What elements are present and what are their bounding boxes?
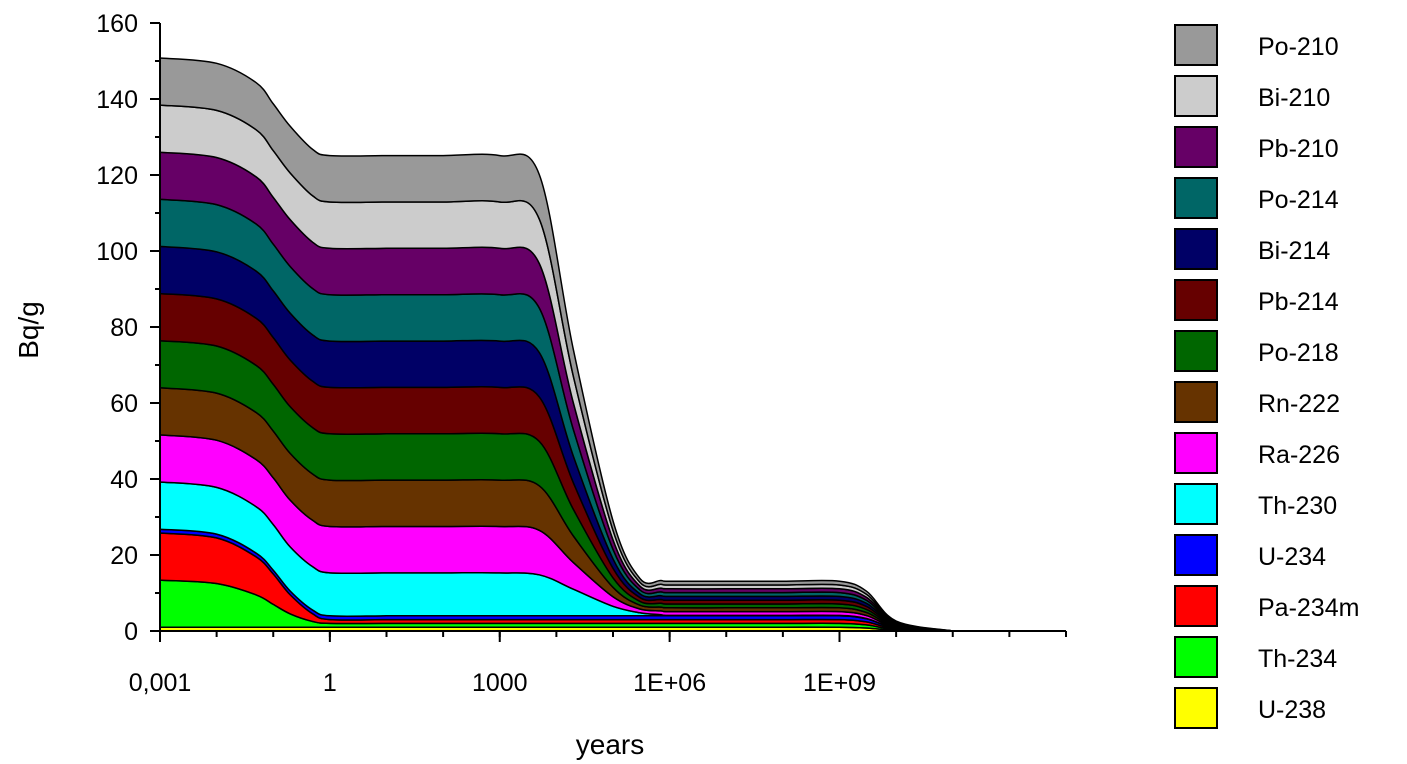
y-tick-label: 0 — [124, 618, 138, 646]
x-axis-ticks: 0,001 1 1000 1E+06 1E+09 — [129, 631, 1067, 697]
y-tick-label: 20 — [110, 542, 138, 570]
legend-label-pb-214: Pb-214 — [1258, 288, 1339, 316]
y-axis-title: Bq/g — [13, 301, 44, 359]
x-axis-title: years — [576, 729, 644, 760]
legend-label-po-218: Po-218 — [1258, 339, 1339, 367]
legend-swatch-bi-210 — [1174, 75, 1218, 117]
legend-swatch-th-230 — [1174, 483, 1218, 525]
y-tick-label: 140 — [96, 86, 138, 114]
x-tick-label: 1E+06 — [633, 669, 706, 697]
legend-swatch-u-234 — [1174, 534, 1218, 576]
legend-swatch-po-218 — [1174, 330, 1218, 372]
legend: Po-210 Bi-210 Pb-210 Po-214 Bi-214 Pb-214 Po-2… — [1174, 24, 1359, 729]
legend-swatch-bi-214 — [1174, 228, 1218, 270]
y-tick-label: 80 — [110, 314, 138, 342]
x-tick-label: 1000 — [472, 669, 528, 697]
y-tick-label: 40 — [110, 466, 138, 494]
legend-swatch-ra-226 — [1174, 432, 1218, 474]
legend-label-th-230: Th-230 — [1258, 492, 1337, 520]
legend-swatch-rn-222 — [1174, 381, 1218, 423]
y-axis-ticks: 0 20 40 60 80 100 120 140 160 — [96, 10, 160, 646]
legend-label-pb-210: Pb-210 — [1258, 135, 1339, 163]
legend-swatch-po-210 — [1174, 24, 1218, 66]
legend-label-po-214: Po-214 — [1258, 186, 1339, 214]
legend-swatch-u-238 — [1174, 687, 1218, 729]
y-tick-label: 120 — [96, 162, 138, 190]
legend-label-th-234: Th-234 — [1258, 645, 1337, 673]
legend-label-ra-226: Ra-226 — [1258, 441, 1340, 469]
legend-swatch-pa-234m — [1174, 585, 1218, 627]
legend-swatch-th-234 — [1174, 636, 1218, 678]
legend-label-bi-214: Bi-214 — [1258, 237, 1330, 265]
legend-label-u-234: U-234 — [1258, 543, 1326, 571]
series-areas — [159, 57, 953, 632]
legend-label-po-210: Po-210 — [1258, 33, 1339, 61]
y-tick-label: 160 — [96, 10, 138, 38]
legend-label-pa-234m: Pa-234m — [1258, 594, 1359, 622]
legend-label-bi-210: Bi-210 — [1258, 84, 1330, 112]
y-tick-label: 100 — [96, 238, 138, 266]
legend-label-rn-222: Rn-222 — [1258, 390, 1340, 418]
legend-swatch-po-214 — [1174, 177, 1218, 219]
legend-swatch-pb-210 — [1174, 126, 1218, 168]
x-tick-label: 1 — [323, 669, 337, 697]
legend-label-u-238: U-238 — [1258, 696, 1326, 724]
x-tick-label: 0,001 — [129, 669, 192, 697]
axes: 0 20 40 60 80 100 120 140 160 0,001 1 1000 1E+06 1E+… — [96, 10, 1067, 697]
x-tick-label: 1E+09 — [803, 669, 876, 697]
y-tick-label: 60 — [110, 390, 138, 418]
legend-swatch-pb-214 — [1174, 279, 1218, 321]
